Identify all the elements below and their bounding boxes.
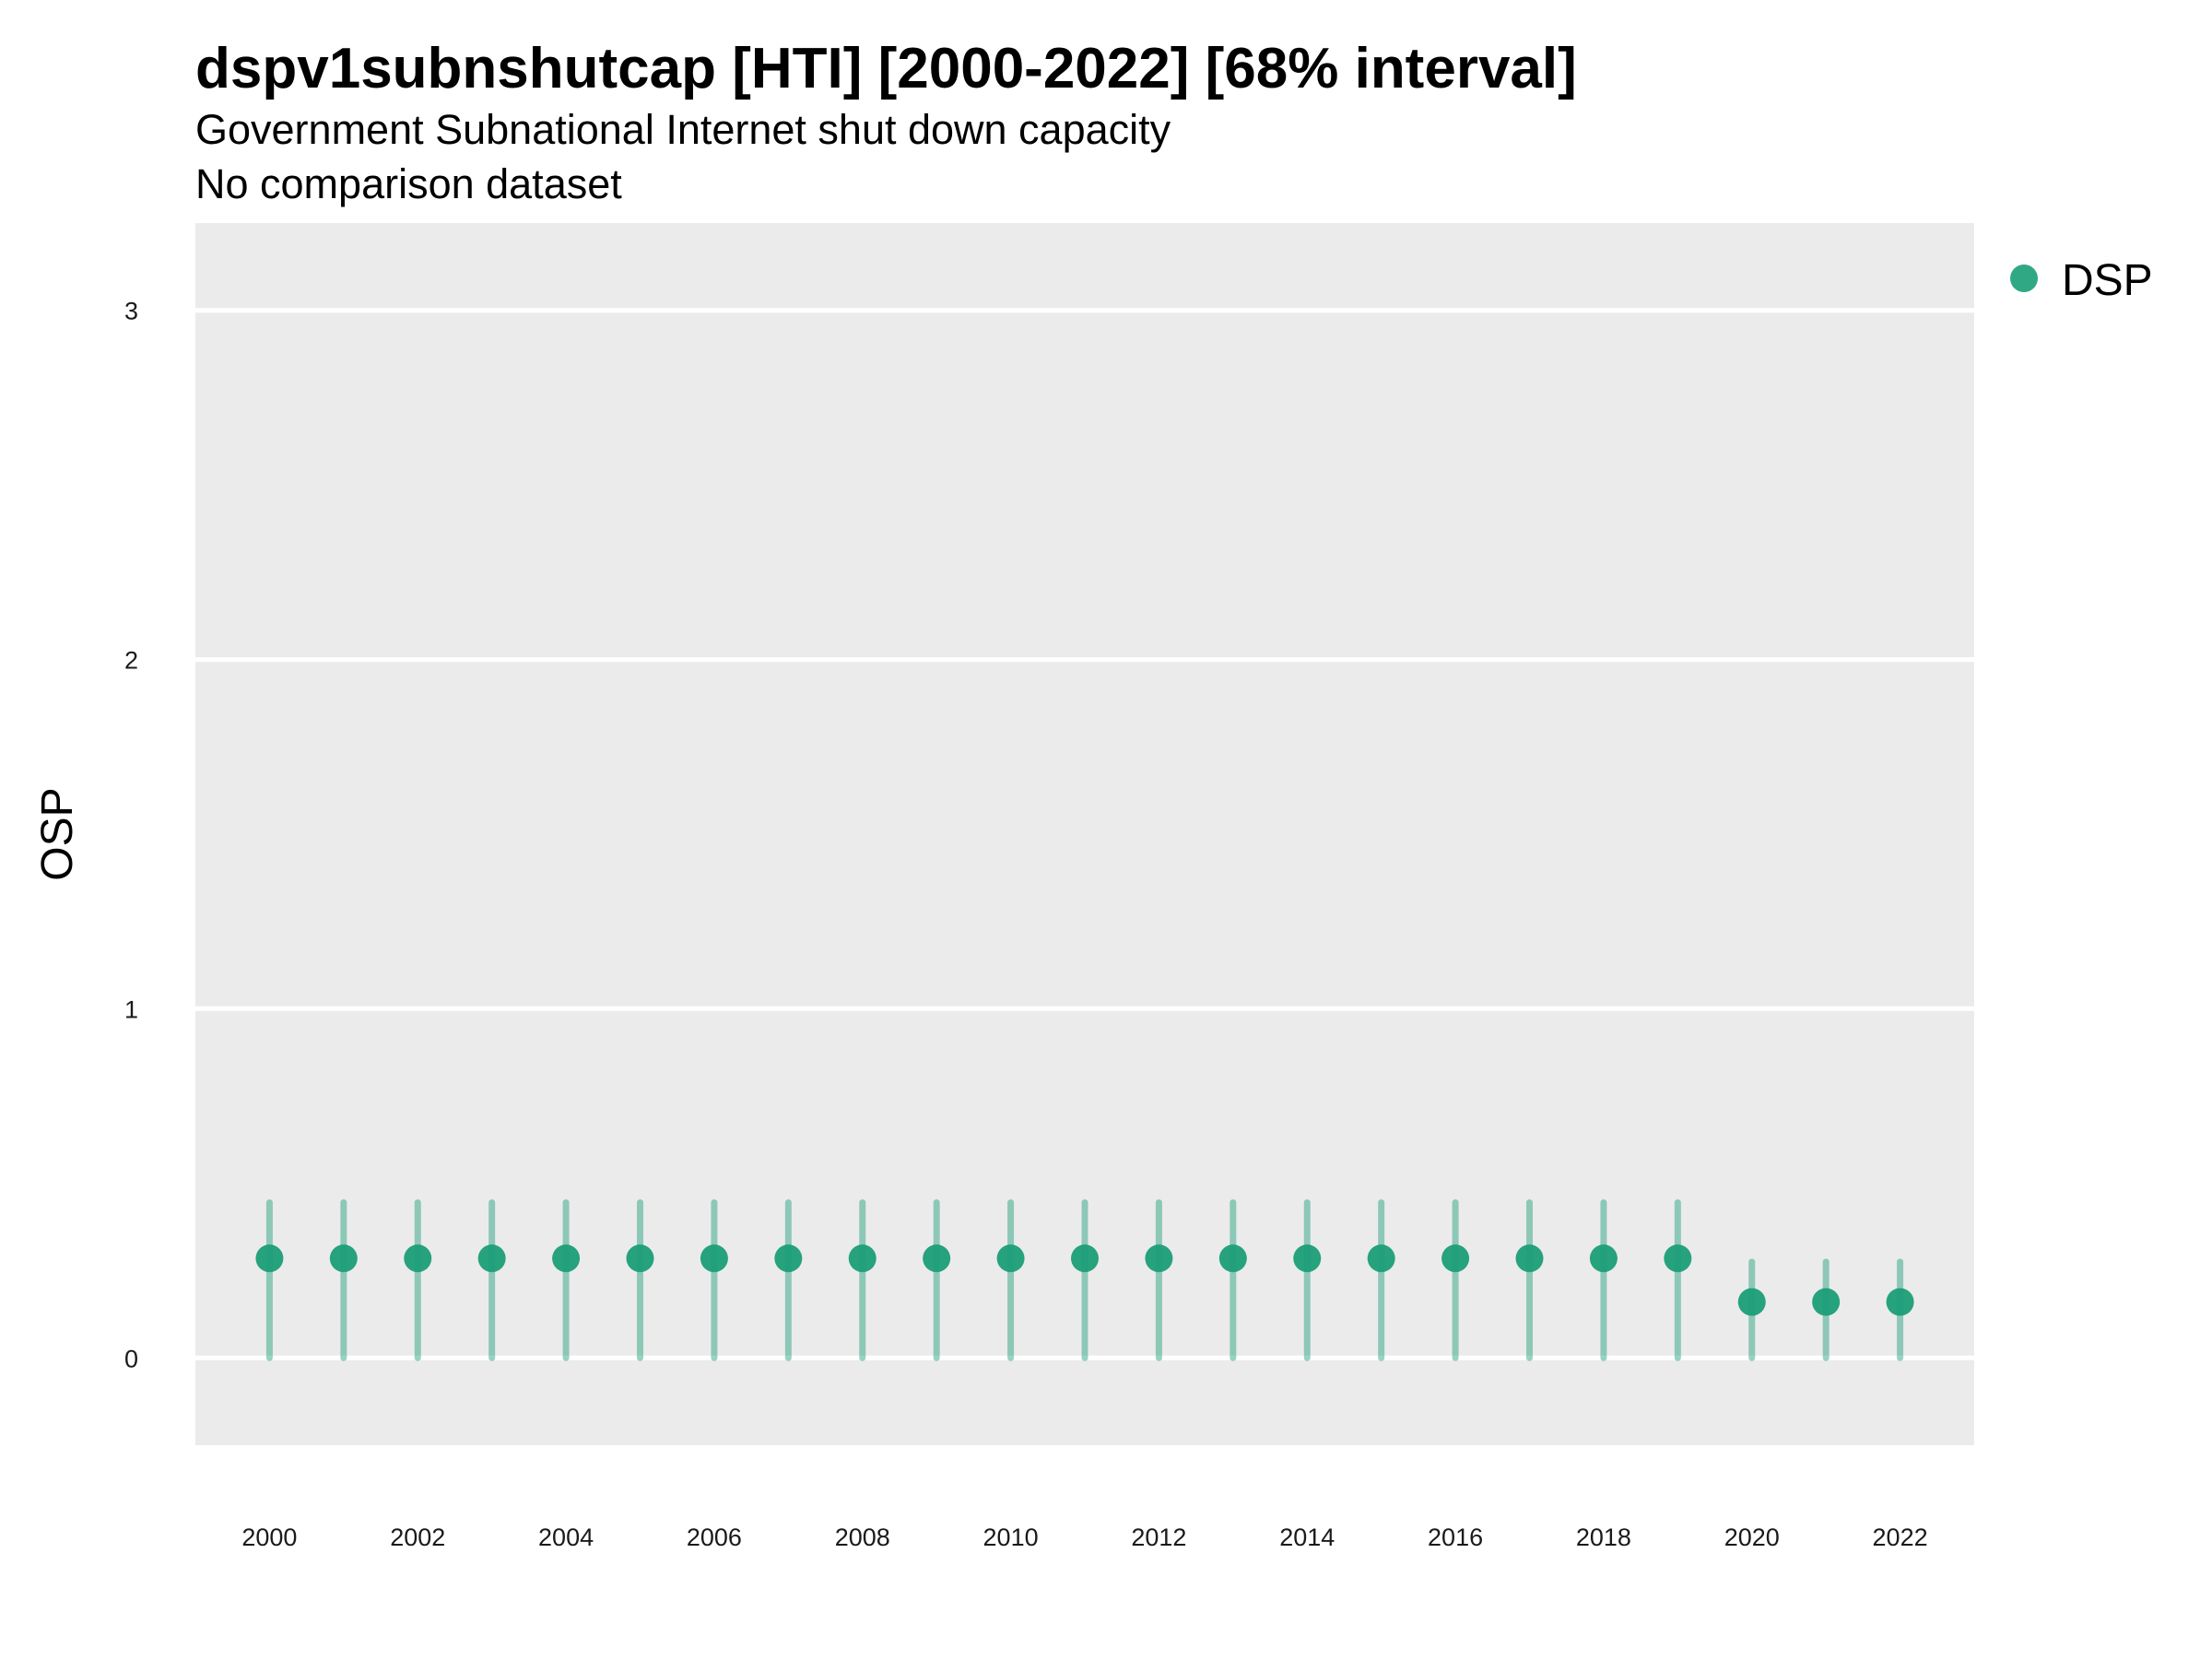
data-point [1589, 1244, 1618, 1273]
data-point [1441, 1244, 1470, 1273]
data-point [774, 1244, 803, 1273]
y-tick-label: 0 [124, 1345, 138, 1372]
y-tick-label: 1 [124, 995, 138, 1023]
x-tick-label: 2000 [241, 1524, 297, 1551]
data-point [404, 1244, 432, 1273]
data-point [477, 1244, 506, 1273]
data-point [329, 1244, 358, 1273]
grid-lines [195, 308, 1974, 1360]
y-axis-ticks: 0 1 2 3 [124, 298, 138, 1373]
x-tick-label: 2010 [983, 1524, 1039, 1551]
y-tick-label: 2 [124, 647, 138, 675]
data-point [1886, 1288, 1914, 1316]
x-tick-label: 2022 [1873, 1524, 1928, 1551]
x-axis-ticks: 2000 2002 2004 2006 2008 2010 2012 2014 2016 2018… [241, 1524, 1927, 1551]
chart-caption: No comparison dataset [195, 160, 622, 207]
x-tick-label: 2014 [1279, 1524, 1335, 1551]
series-dsp [255, 1199, 1914, 1361]
data-point [923, 1244, 951, 1273]
x-tick-label: 2018 [1576, 1524, 1631, 1551]
x-tick-label: 2020 [1724, 1524, 1780, 1551]
data-point [1664, 1244, 1692, 1273]
data-point [255, 1244, 284, 1273]
data-point [1515, 1244, 1544, 1273]
legend-label-dsp: DSP [2062, 256, 2153, 305]
data-point [1737, 1288, 1766, 1316]
legend-marker-dsp [2010, 265, 2038, 292]
data-point [552, 1244, 581, 1273]
plot-panel [195, 223, 1974, 1445]
y-tick-label: 3 [124, 298, 138, 325]
legend: DSP [2010, 256, 2153, 305]
data-point [1218, 1244, 1247, 1273]
chart-subtitle: Government Subnational Internet shut dow… [195, 106, 1171, 153]
data-point [1812, 1288, 1841, 1316]
x-tick-label: 2006 [687, 1524, 742, 1551]
data-point [1145, 1244, 1173, 1273]
data-point [1071, 1244, 1099, 1273]
x-tick-label: 2004 [538, 1524, 594, 1551]
data-point [996, 1244, 1025, 1273]
y-axis-label: OSP [33, 787, 82, 880]
data-point [1293, 1244, 1322, 1273]
data-point [1367, 1244, 1395, 1273]
data-point [626, 1244, 654, 1273]
x-tick-label: 2016 [1428, 1524, 1483, 1551]
x-tick-label: 2002 [390, 1524, 445, 1551]
data-point [848, 1244, 877, 1273]
chart-title: dspv1subnshutcap [HTI] [2000-2022] [68% … [195, 37, 1577, 100]
x-tick-label: 2008 [835, 1524, 890, 1551]
data-point [700, 1244, 728, 1273]
x-tick-label: 2012 [1131, 1524, 1186, 1551]
